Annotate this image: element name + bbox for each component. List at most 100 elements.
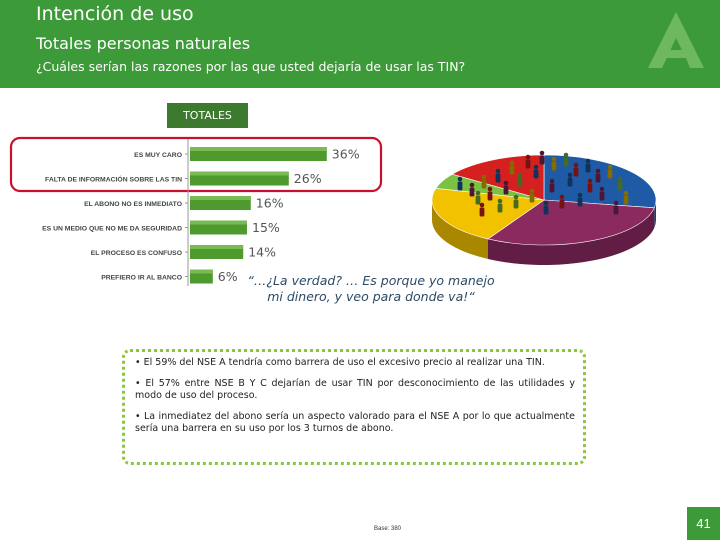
person-figure-head xyxy=(513,194,519,200)
person-figure-body xyxy=(573,167,579,177)
person-figure-body xyxy=(481,179,487,189)
person-figure-body xyxy=(599,191,605,201)
page-title: Intención de uso xyxy=(36,3,194,25)
person-figure-head xyxy=(487,186,493,192)
category-label: ES UN MEDIO QUE NO ME DA SEGURIDAD xyxy=(42,226,182,233)
value-label: 16% xyxy=(256,196,284,211)
conclusion-item: • El 59% del NSE A tendría como barrera … xyxy=(135,357,545,368)
pie-side xyxy=(432,200,488,259)
person-figure-head xyxy=(525,154,531,160)
person-figure-body xyxy=(587,183,593,193)
person-figure-head xyxy=(623,190,629,196)
person-figure-head xyxy=(617,176,623,182)
bar-highlight xyxy=(190,245,244,249)
person-figure-head xyxy=(549,178,555,184)
person-figure-head xyxy=(533,164,539,170)
person-figure-body xyxy=(529,193,535,203)
person-figure-body xyxy=(617,181,623,191)
person-figure-head xyxy=(587,178,593,184)
value-label: 14% xyxy=(248,245,276,260)
pie-side xyxy=(488,207,655,265)
person-figure-head xyxy=(509,160,515,166)
person-figure-head xyxy=(543,200,549,206)
person-figure-head xyxy=(481,174,487,180)
person-figure-head xyxy=(563,152,569,158)
person-figure-head xyxy=(479,202,485,208)
person-figure-body xyxy=(543,205,549,215)
person-figure-body xyxy=(563,157,569,167)
person-figure-body xyxy=(497,203,503,213)
pie-chart-illustration xyxy=(431,150,657,265)
bar-highlight xyxy=(190,269,213,274)
person-figure-head xyxy=(457,176,463,182)
person-figure-body xyxy=(503,185,509,195)
page-number: 41 xyxy=(687,507,720,540)
person-figure-head xyxy=(613,200,619,206)
person-figure-head xyxy=(595,168,601,174)
person-figure-body xyxy=(509,165,515,175)
person-figure-body xyxy=(479,207,485,217)
quote-text: “…¿La verdad? … Es porque yo manejo mi d… xyxy=(247,273,495,304)
survey-question: ¿Cuáles serían las razones por las que u… xyxy=(36,59,466,74)
base-label: Base: 380 xyxy=(374,526,402,532)
bar-highlight xyxy=(190,196,251,200)
person-figure-body xyxy=(525,159,531,169)
person-figure-body xyxy=(595,173,601,183)
person-figure-body xyxy=(533,169,539,179)
highlight-frame xyxy=(9,136,383,193)
bar-highlight xyxy=(190,147,327,151)
person-figure-body xyxy=(577,197,583,207)
person-figure-body xyxy=(513,199,519,209)
brand-logo-icon xyxy=(648,12,704,68)
person-figure-head xyxy=(469,182,475,188)
person-figure-head xyxy=(503,180,509,186)
chart-header-label: TOTALES xyxy=(167,103,248,128)
person-figure-head xyxy=(585,158,591,164)
value-label: 36% xyxy=(332,147,360,162)
person-figure-head xyxy=(551,156,557,162)
person-figure-body xyxy=(559,199,565,209)
category-label: EL PROCESO ES CONFUSO xyxy=(91,250,182,257)
person-figure-head xyxy=(567,172,573,178)
value-label: 15% xyxy=(252,220,280,235)
person-figure-body xyxy=(517,177,523,187)
person-figure-head xyxy=(497,198,503,204)
person-figure-body xyxy=(585,163,591,173)
person-figure-body xyxy=(457,181,463,191)
pie-slice xyxy=(487,199,655,246)
person-figure-head xyxy=(517,172,523,178)
page-subtitle: Totales personas naturales xyxy=(36,34,251,53)
value-label: 6% xyxy=(218,269,238,284)
person-figure-body xyxy=(495,173,501,183)
category-label: PREFIERO IR AL BANCO xyxy=(101,275,182,282)
conclusions-box: • El 59% del NSE A tendría como barrera … xyxy=(122,349,586,465)
person-figure-body xyxy=(567,177,573,187)
person-figure-body xyxy=(551,161,557,171)
person-figure-head xyxy=(529,188,535,194)
header-banner: Intención de uso Totales personas natura… xyxy=(0,0,720,88)
person-figure-head xyxy=(475,190,481,196)
value-label: 26% xyxy=(294,171,322,186)
person-figure-body xyxy=(539,155,545,165)
person-figure-body xyxy=(623,195,629,205)
category-label: FALTA DE INFORMACIÓN SOBRE LAS TIN xyxy=(45,175,182,184)
person-figure-body xyxy=(607,169,613,179)
category-label: ES MUY CARO xyxy=(134,152,182,159)
person-figure-head xyxy=(573,162,579,168)
person-figure-head xyxy=(599,186,605,192)
person-figure-head xyxy=(539,150,545,156)
conclusion-item: • La inmediatez del abono sería un aspec… xyxy=(135,411,575,434)
category-label: EL ABONO NO ES INMEDIATO xyxy=(84,201,182,208)
person-figure-head xyxy=(495,168,501,174)
person-figure-body xyxy=(487,191,493,201)
person-figure-body xyxy=(475,195,481,205)
bar-chart: ES MUY CARO 36% FALTA DE INFORMACIÓN SOBRE… xyxy=(9,136,383,286)
person-figure-head xyxy=(607,164,613,170)
person-figure-body xyxy=(549,183,555,193)
person-figure-body xyxy=(469,187,475,197)
conclusion-item: • El 57% entre NSE B Y C dejarían de usa… xyxy=(135,378,575,401)
person-figure-body xyxy=(613,205,619,215)
person-figure-head xyxy=(559,194,565,200)
bar-highlight xyxy=(190,220,247,225)
person-figure-head xyxy=(577,192,583,198)
